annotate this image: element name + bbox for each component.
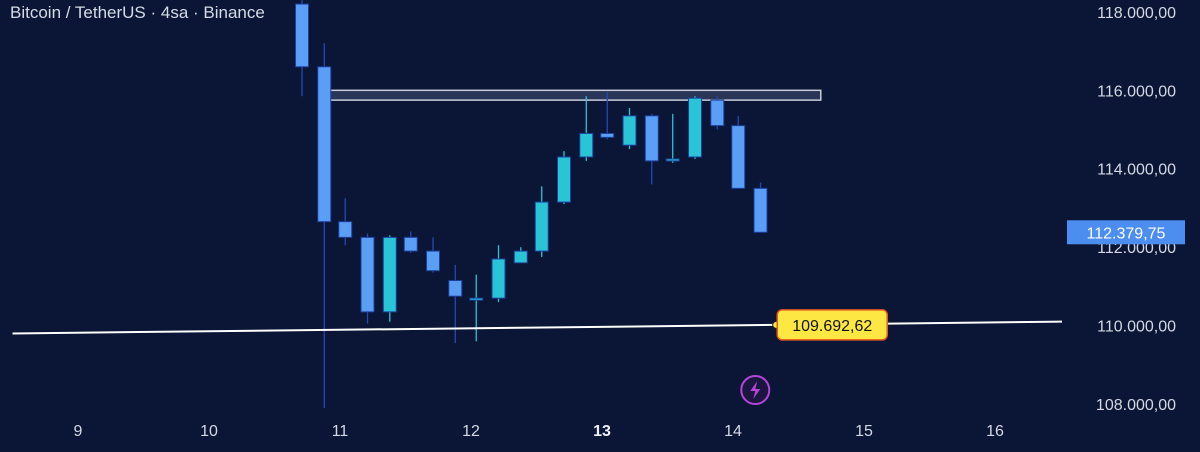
candle	[360, 233, 375, 324]
candle	[338, 198, 353, 246]
support-price-label: 109.692,62	[792, 318, 872, 335]
y-tick-label: 108.000,00	[1096, 397, 1176, 414]
candle-body	[403, 236, 418, 252]
candle	[295, 0, 310, 97]
last-price-badge	[1067, 220, 1185, 245]
candle-body	[317, 66, 332, 223]
x-tick-label: 11	[332, 423, 349, 440]
candle	[382, 235, 397, 322]
candle	[579, 96, 594, 161]
x-axis: 9 10 11 12 13 14 15 16	[74, 423, 1004, 440]
x-tick-label: 12	[462, 423, 480, 440]
candle-body	[469, 297, 484, 301]
candle-body	[710, 99, 725, 127]
candle-body	[491, 258, 506, 299]
candle	[317, 43, 332, 408]
candle	[448, 264, 463, 344]
candle-body	[448, 280, 463, 297]
candle	[665, 113, 680, 163]
candle	[469, 274, 484, 342]
candle	[557, 151, 572, 205]
candle-body	[295, 3, 310, 68]
candle	[753, 182, 768, 233]
x-tick-label: 13	[593, 423, 611, 440]
candle-body	[579, 132, 594, 158]
candles-group	[295, 0, 768, 408]
x-tick-label: 16	[986, 423, 1004, 440]
candle	[491, 245, 506, 303]
candle-body	[665, 158, 680, 162]
y-tick-label: 112.000,00	[1097, 240, 1176, 257]
x-tick-label: 14	[724, 423, 742, 440]
candle	[731, 115, 746, 189]
candle-body	[382, 236, 397, 313]
candle	[710, 96, 725, 130]
last-price-label: 112.379,75	[1087, 225, 1166, 242]
candle	[426, 237, 441, 273]
candle	[534, 186, 549, 257]
candle	[644, 113, 659, 185]
candle-body	[753, 187, 768, 233]
candle-body	[557, 156, 572, 203]
candle	[600, 92, 615, 140]
candle-body	[360, 236, 375, 313]
candle-body	[644, 115, 659, 162]
candle	[688, 96, 703, 159]
x-tick-label: 15	[855, 423, 873, 440]
support-price-badge	[776, 309, 888, 341]
x-tick-label: 9	[74, 423, 83, 440]
y-tick-label: 114.000,00	[1097, 162, 1176, 179]
y-tick-label: 116.000,00	[1097, 83, 1176, 100]
candle	[403, 231, 418, 254]
y-tick-label: 110.000,00	[1097, 319, 1176, 336]
lightning-icon	[740, 375, 771, 405]
candle-body	[622, 115, 637, 146]
y-tick-label: 118.000,00	[1097, 5, 1176, 22]
candle	[513, 247, 528, 264]
chart-title: Bitcoin / TetherUS · 4sa · Binance	[10, 3, 265, 22]
y-axis: 118.000,00 116.000,00 114.000,00 112.000,00…	[1096, 5, 1176, 414]
candle	[622, 107, 637, 150]
lightning-icon-bolt	[750, 381, 761, 399]
candle-body	[426, 250, 441, 272]
candle-body	[731, 125, 746, 189]
candle-body	[600, 132, 615, 138]
candle-body	[513, 250, 528, 264]
candle-body	[688, 97, 703, 158]
x-tick-label: 10	[200, 423, 218, 440]
candle-body	[534, 201, 549, 252]
candle-body	[338, 221, 353, 238]
resistance-zone	[328, 89, 822, 101]
